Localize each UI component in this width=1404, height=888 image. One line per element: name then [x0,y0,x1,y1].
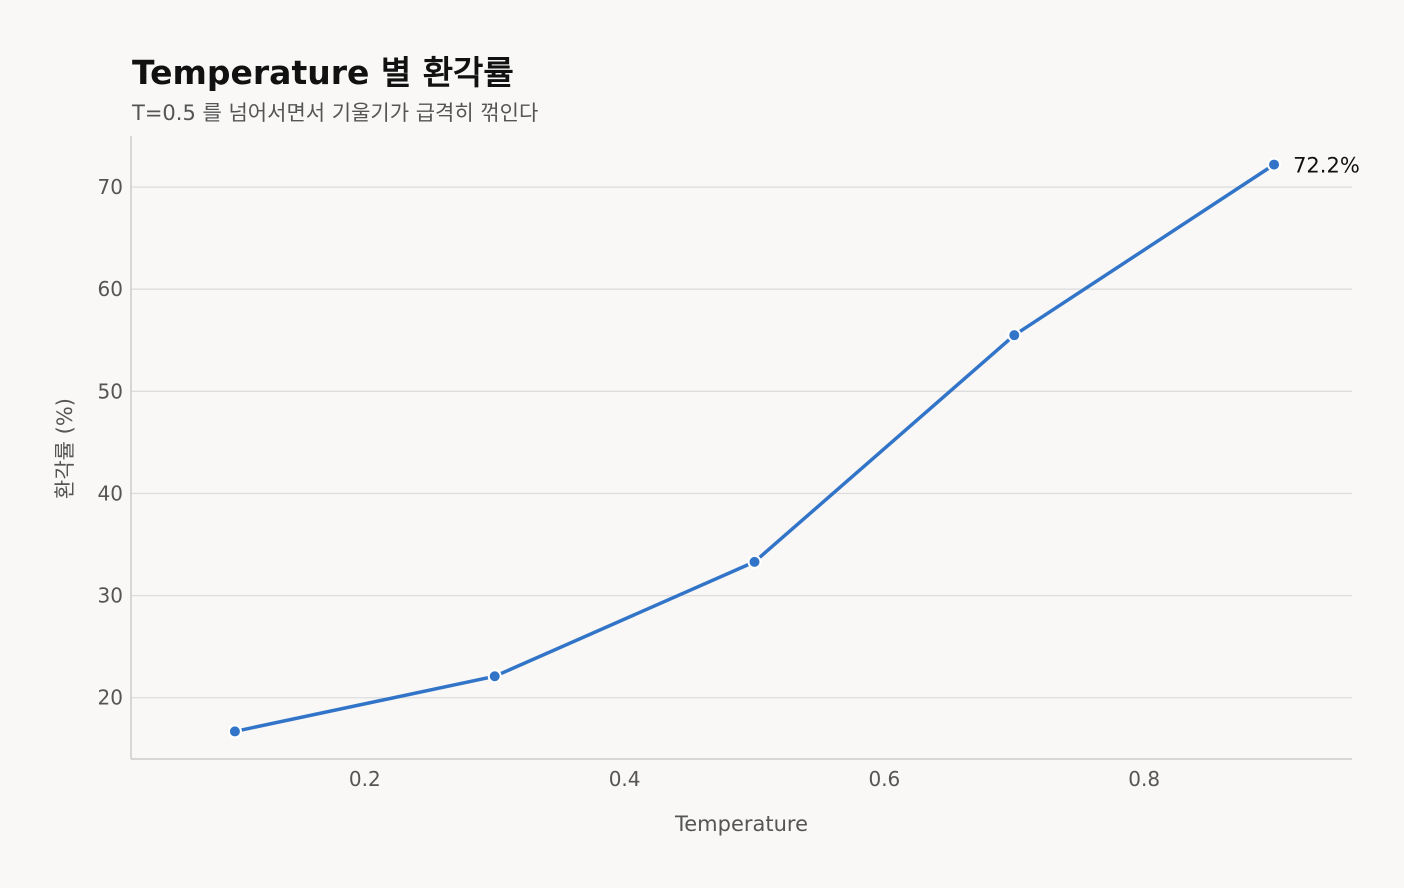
tick-labels: 20 30 40 50 60 70 0.2 0.4 0.6 0.8 [98,175,1161,791]
axes [130,136,1352,760]
y-tick-label: 70 [98,175,123,199]
x-tick-label: 0.4 [609,767,641,791]
y-tick-label: 30 [98,584,123,608]
data-point [1267,157,1282,172]
y-tick-label: 50 [98,379,123,403]
y-tick-label: 20 [98,686,123,710]
series [227,157,1282,739]
grid-lines [131,186,1352,699]
y-tick-label: 60 [98,277,123,301]
series-line [233,162,1276,734]
chart-subtitle: T=0.5 를 넘어서면서 기울기가 급격히 꺾인다 [132,101,539,125]
data-point [487,669,502,684]
y-tick-label: 40 [98,481,123,505]
data-label: 72.2% [1293,154,1360,178]
x-axis-title: Temperature [674,812,808,836]
x-tick-label: 0.6 [868,767,900,791]
data-point [747,554,762,569]
x-tick-label: 0.2 [349,767,381,791]
data-point [1007,328,1022,343]
data-point [227,724,242,739]
chart-title: Temperature 별 환각률 [132,53,514,92]
x-tick-label: 0.8 [1128,767,1160,791]
data-labels: 72.2% [1293,154,1360,178]
y-axis-title: 환각률 (%) [53,398,77,499]
